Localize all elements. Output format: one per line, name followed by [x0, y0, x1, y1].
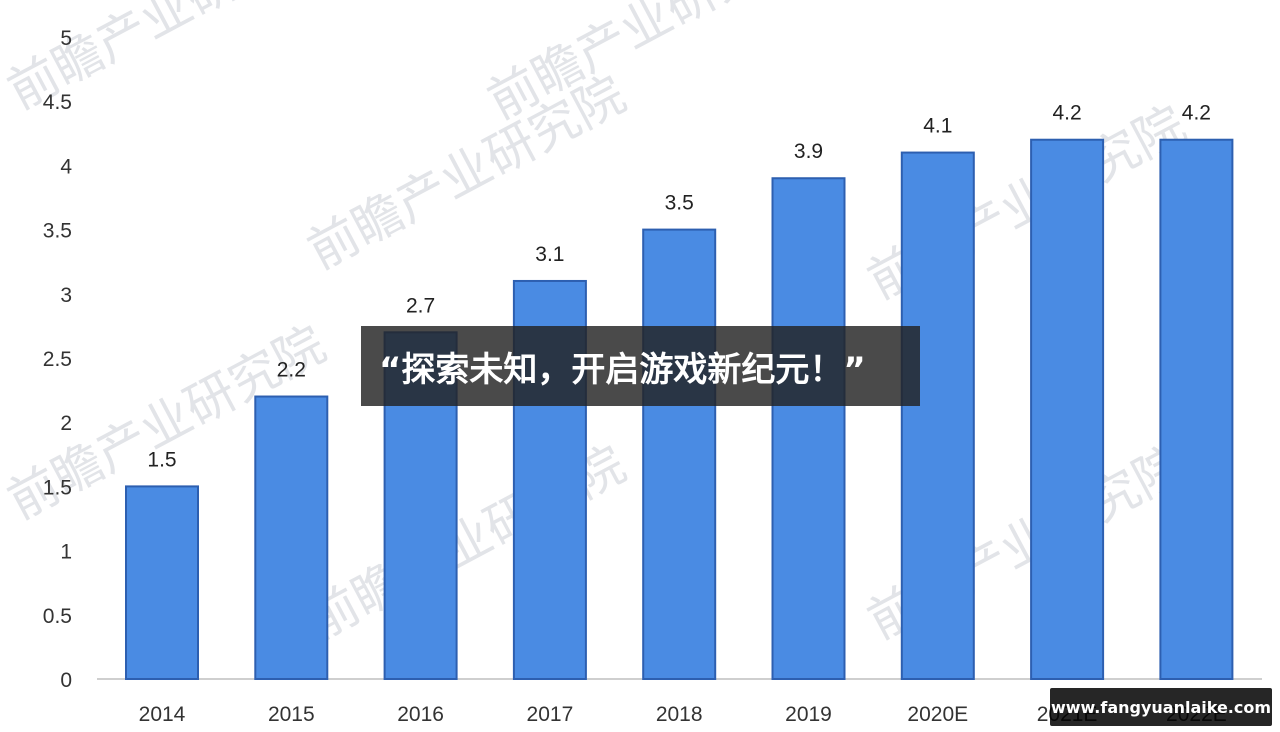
data-label-2021E: 4.2	[1052, 102, 1081, 125]
y-tick-label-7: 3.5	[43, 220, 72, 243]
data-label-2022E: 4.2	[1182, 102, 1211, 125]
y-tick-label-3: 1.5	[43, 476, 72, 499]
data-label-2015: 2.2	[277, 359, 306, 382]
watermark-text-6: 前瞻产业研究院	[478, 0, 814, 131]
y-tick-label-5: 2.5	[43, 348, 72, 371]
overlay-banner: “探索未知，开启游戏新纪元！”	[361, 326, 920, 406]
x-tick-label-2018: 2018	[656, 703, 703, 726]
x-tick-label-2014: 2014	[139, 703, 186, 726]
y-tick-label-10: 5	[60, 27, 72, 50]
source-url-badge: www.fangyuanlaike.com	[1050, 688, 1272, 726]
data-label-2019: 3.9	[794, 140, 823, 163]
x-tick-label-2015: 2015	[268, 703, 315, 726]
bar-2018	[642, 228, 717, 680]
y-tick-label-2: 1	[60, 541, 72, 564]
bar-2020E	[900, 151, 975, 680]
y-tick-label-6: 3	[60, 284, 72, 307]
bar-2014	[125, 485, 199, 680]
bar-2019	[771, 177, 846, 681]
data-label-2020E: 4.1	[923, 115, 952, 138]
x-tick-label-2020E: 2020E	[907, 703, 968, 726]
data-label-2014: 1.5	[147, 448, 176, 471]
data-label-2018: 3.5	[665, 192, 694, 215]
bar-2021E	[1030, 138, 1105, 681]
y-tick-label-4: 2	[60, 412, 72, 435]
data-label-2016: 2.7	[406, 294, 435, 317]
bar-2015	[254, 395, 329, 680]
watermark-text-1: 前瞻产业研究院	[298, 65, 634, 281]
y-tick-label-1: 0.5	[43, 605, 72, 628]
y-tick-label-8: 4	[60, 155, 72, 178]
y-tick-label-9: 4.5	[43, 91, 72, 114]
y-axis: 0 0.5 1 1.5 2 2.5 3 3.5 4 4.5 5	[43, 27, 73, 692]
y-tick-label-0: 0	[60, 669, 72, 692]
x-tick-label-2016: 2016	[397, 703, 444, 726]
data-label-2017: 3.1	[535, 243, 564, 266]
x-tick-label-2019: 2019	[785, 703, 832, 726]
bar-2022E	[1159, 138, 1234, 681]
x-tick-label-2017: 2017	[527, 703, 574, 726]
